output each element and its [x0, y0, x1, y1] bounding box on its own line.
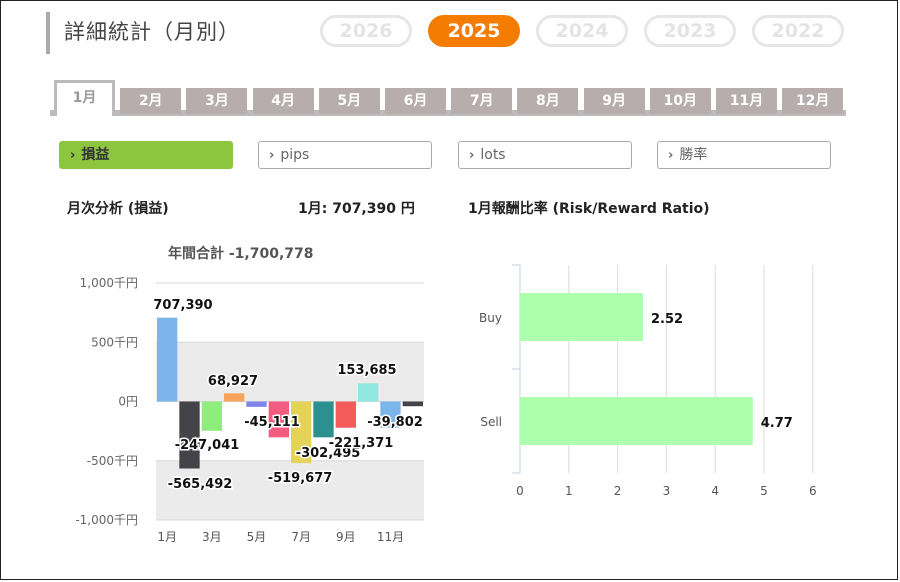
data-label: -247,041 [175, 438, 240, 453]
year-2025-button[interactable]: 2025 [428, 15, 520, 47]
x-tick-label: 11月 [377, 530, 404, 544]
bar-12月 [402, 401, 423, 407]
x-tick-label: 9月 [336, 530, 356, 544]
y-tick-label: 0円 [118, 395, 138, 409]
tab-month-11[interactable]: 11月 [716, 88, 777, 114]
data-label: -221,371 [329, 436, 394, 451]
x-tick-label: 7月 [291, 530, 311, 544]
bar-9月 [335, 401, 356, 428]
plot-band [156, 342, 424, 402]
year-2024-button[interactable]: 2024 [536, 15, 628, 47]
tab-month-12[interactable]: 12月 [782, 88, 844, 114]
chevron-right-icon: › [668, 148, 674, 163]
x-tick-label: 3月 [202, 530, 222, 544]
filter-label: pips [280, 147, 310, 163]
rr-ratio-heading: 1月報酬比率 (Risk/Reward Ratio) [468, 201, 710, 217]
tab-month-8[interactable]: 8月 [517, 88, 579, 114]
chart-title: 年間合計 -1,700,778 [168, 245, 314, 262]
bar-6月 [268, 401, 289, 438]
filter-button-2[interactable]: › lots [458, 141, 632, 169]
filter-button-0[interactable]: › 損益 [59, 141, 233, 169]
data-label: 153,685 [337, 363, 396, 378]
chevron-right-icon: › [269, 148, 275, 163]
tab-month-5[interactable]: 5月 [318, 88, 380, 114]
category-label: Sell [480, 415, 502, 429]
data-label: -45,111 [244, 415, 300, 430]
bar-10月 [358, 383, 379, 402]
bar-2月 [179, 401, 200, 469]
bar-Buy [520, 293, 643, 341]
x-tick-label: 1 [565, 484, 573, 498]
monthly-analysis-heading: 月次分析 (損益) [67, 201, 169, 217]
tab-baseline [50, 110, 846, 116]
data-label: 4.77 [761, 416, 793, 431]
x-tick-label: 5月 [247, 530, 267, 544]
x-tick-label: 5 [760, 484, 768, 498]
chevron-right-icon: › [469, 148, 475, 163]
y-tick-label: 1,000千円 [80, 276, 138, 290]
y-tick-label: -500千円 [87, 454, 138, 468]
x-tick-label: 0 [516, 484, 524, 498]
data-label: -39,802 [367, 415, 423, 430]
year-2023-button[interactable]: 2023 [644, 15, 736, 47]
bar-3月 [201, 401, 222, 431]
tab-month-6[interactable]: 6月 [385, 88, 446, 114]
filter-label: lots [480, 147, 506, 163]
x-tick-label: 2 [614, 484, 622, 498]
filter-button-3[interactable]: › 勝率 [657, 141, 831, 169]
year-2026-button[interactable]: 2026 [320, 15, 412, 47]
tab-month-10[interactable]: 10月 [649, 88, 711, 114]
category-label: Buy [479, 311, 502, 325]
month-tabs: 1月 2月 3月 4月 5月 6月 7月 8月 9月 10月 11月 12月 [50, 80, 846, 118]
data-label: 707,390 [153, 298, 212, 313]
tab-month-2[interactable]: 2月 [120, 88, 182, 114]
data-label: -519,677 [268, 471, 333, 486]
tab-month-4[interactable]: 4月 [252, 88, 314, 114]
x-tick-label: 4 [711, 484, 719, 498]
tab-month-9[interactable]: 9月 [583, 88, 645, 114]
year-2022-button[interactable]: 2022 [752, 15, 844, 47]
bar-1月 [157, 317, 178, 402]
plot-band [156, 460, 424, 520]
bar-5月 [246, 401, 267, 407]
x-tick-label: 6 [809, 484, 817, 498]
filter-button-1[interactable]: › pips [258, 141, 432, 169]
title-bar: 詳細統計（月別） [46, 12, 240, 54]
bar-7月 [291, 401, 312, 464]
month-summary: 1月: 707,390 円 [298, 201, 415, 217]
data-label: -565,492 [168, 477, 233, 492]
tab-month-1[interactable]: 1月 [54, 80, 115, 116]
chevron-right-icon: › [70, 148, 76, 163]
tab-month-7[interactable]: 7月 [451, 88, 513, 114]
bar-11月 [380, 401, 401, 428]
x-tick-label: 1月 [157, 530, 177, 544]
y-tick-label: 500千円 [91, 335, 138, 349]
x-tick-label: 3 [663, 484, 671, 498]
bar-Sell [520, 397, 753, 445]
filter-label: 勝率 [679, 147, 708, 163]
data-label: -302,495 [296, 446, 361, 461]
y-tick-label: -1,000千円 [75, 513, 138, 527]
tab-month-3[interactable]: 3月 [186, 88, 248, 114]
bar-8月 [313, 401, 334, 438]
filter-label: 損益 [81, 147, 110, 163]
bar-4月 [224, 393, 245, 402]
data-label: 68,927 [208, 374, 258, 389]
data-label: 2.52 [651, 312, 683, 327]
page-title: 詳細統計（月別） [64, 20, 240, 44]
